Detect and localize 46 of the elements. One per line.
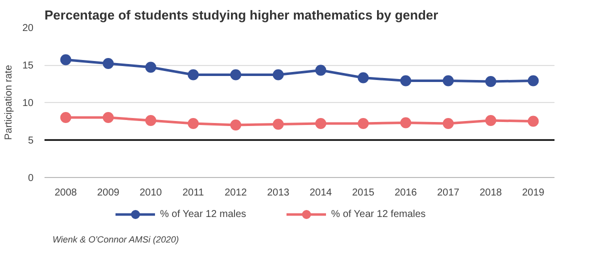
y-tick-label: 5 — [28, 136, 34, 146]
x-tick-label: 2017 — [437, 188, 460, 198]
legend-label: % of Year 12 males — [160, 208, 246, 220]
text: Wienk & O'Connor AMSi (2020) — [52, 234, 179, 244]
point — [145, 62, 156, 73]
y-tick-label: 20 — [22, 23, 34, 34]
point — [485, 115, 496, 126]
x-tick-label: 2013 — [267, 188, 290, 198]
x-tick-label: 2018 — [480, 188, 502, 198]
x-tick-label: 2012 — [224, 188, 248, 198]
point — [358, 118, 369, 129]
point — [188, 118, 199, 129]
point — [145, 115, 156, 126]
x-tick-label: 2016 — [394, 188, 418, 198]
point — [230, 69, 242, 80]
y-tick-label: 10 — [22, 98, 34, 109]
point — [315, 64, 326, 76]
point — [60, 54, 72, 66]
point — [272, 69, 284, 80]
point — [60, 112, 72, 123]
point — [528, 75, 539, 86]
y-tick-label: 15 — [22, 60, 34, 72]
x-tick-label: 2010 — [140, 188, 162, 198]
point — [230, 120, 242, 130]
x-tick-label: 2015 — [352, 188, 375, 198]
point — [442, 75, 454, 86]
x-tick-label: 2019 — [522, 188, 545, 198]
point — [102, 112, 114, 123]
point — [442, 118, 454, 129]
point — [400, 75, 412, 86]
y-axis-title: Participation rate — [3, 64, 14, 140]
point — [315, 118, 326, 129]
x-tick-label: 2009 — [97, 188, 120, 198]
point — [358, 72, 369, 84]
point — [188, 69, 199, 80]
y-tick-label: 0 — [28, 173, 34, 184]
point — [272, 118, 284, 130]
point — [485, 76, 496, 87]
x-tick-label: 2008 — [54, 188, 78, 198]
chart-title: Percentage of students studying higher mathematics by gender — [44, 8, 438, 22]
x-tick-label: 2011 — [182, 188, 204, 198]
legend-label: % of Year 12 females — [331, 208, 426, 220]
point — [102, 58, 114, 69]
point — [400, 117, 412, 128]
x-tick-label: 2014 — [310, 188, 332, 198]
point — [528, 116, 539, 127]
